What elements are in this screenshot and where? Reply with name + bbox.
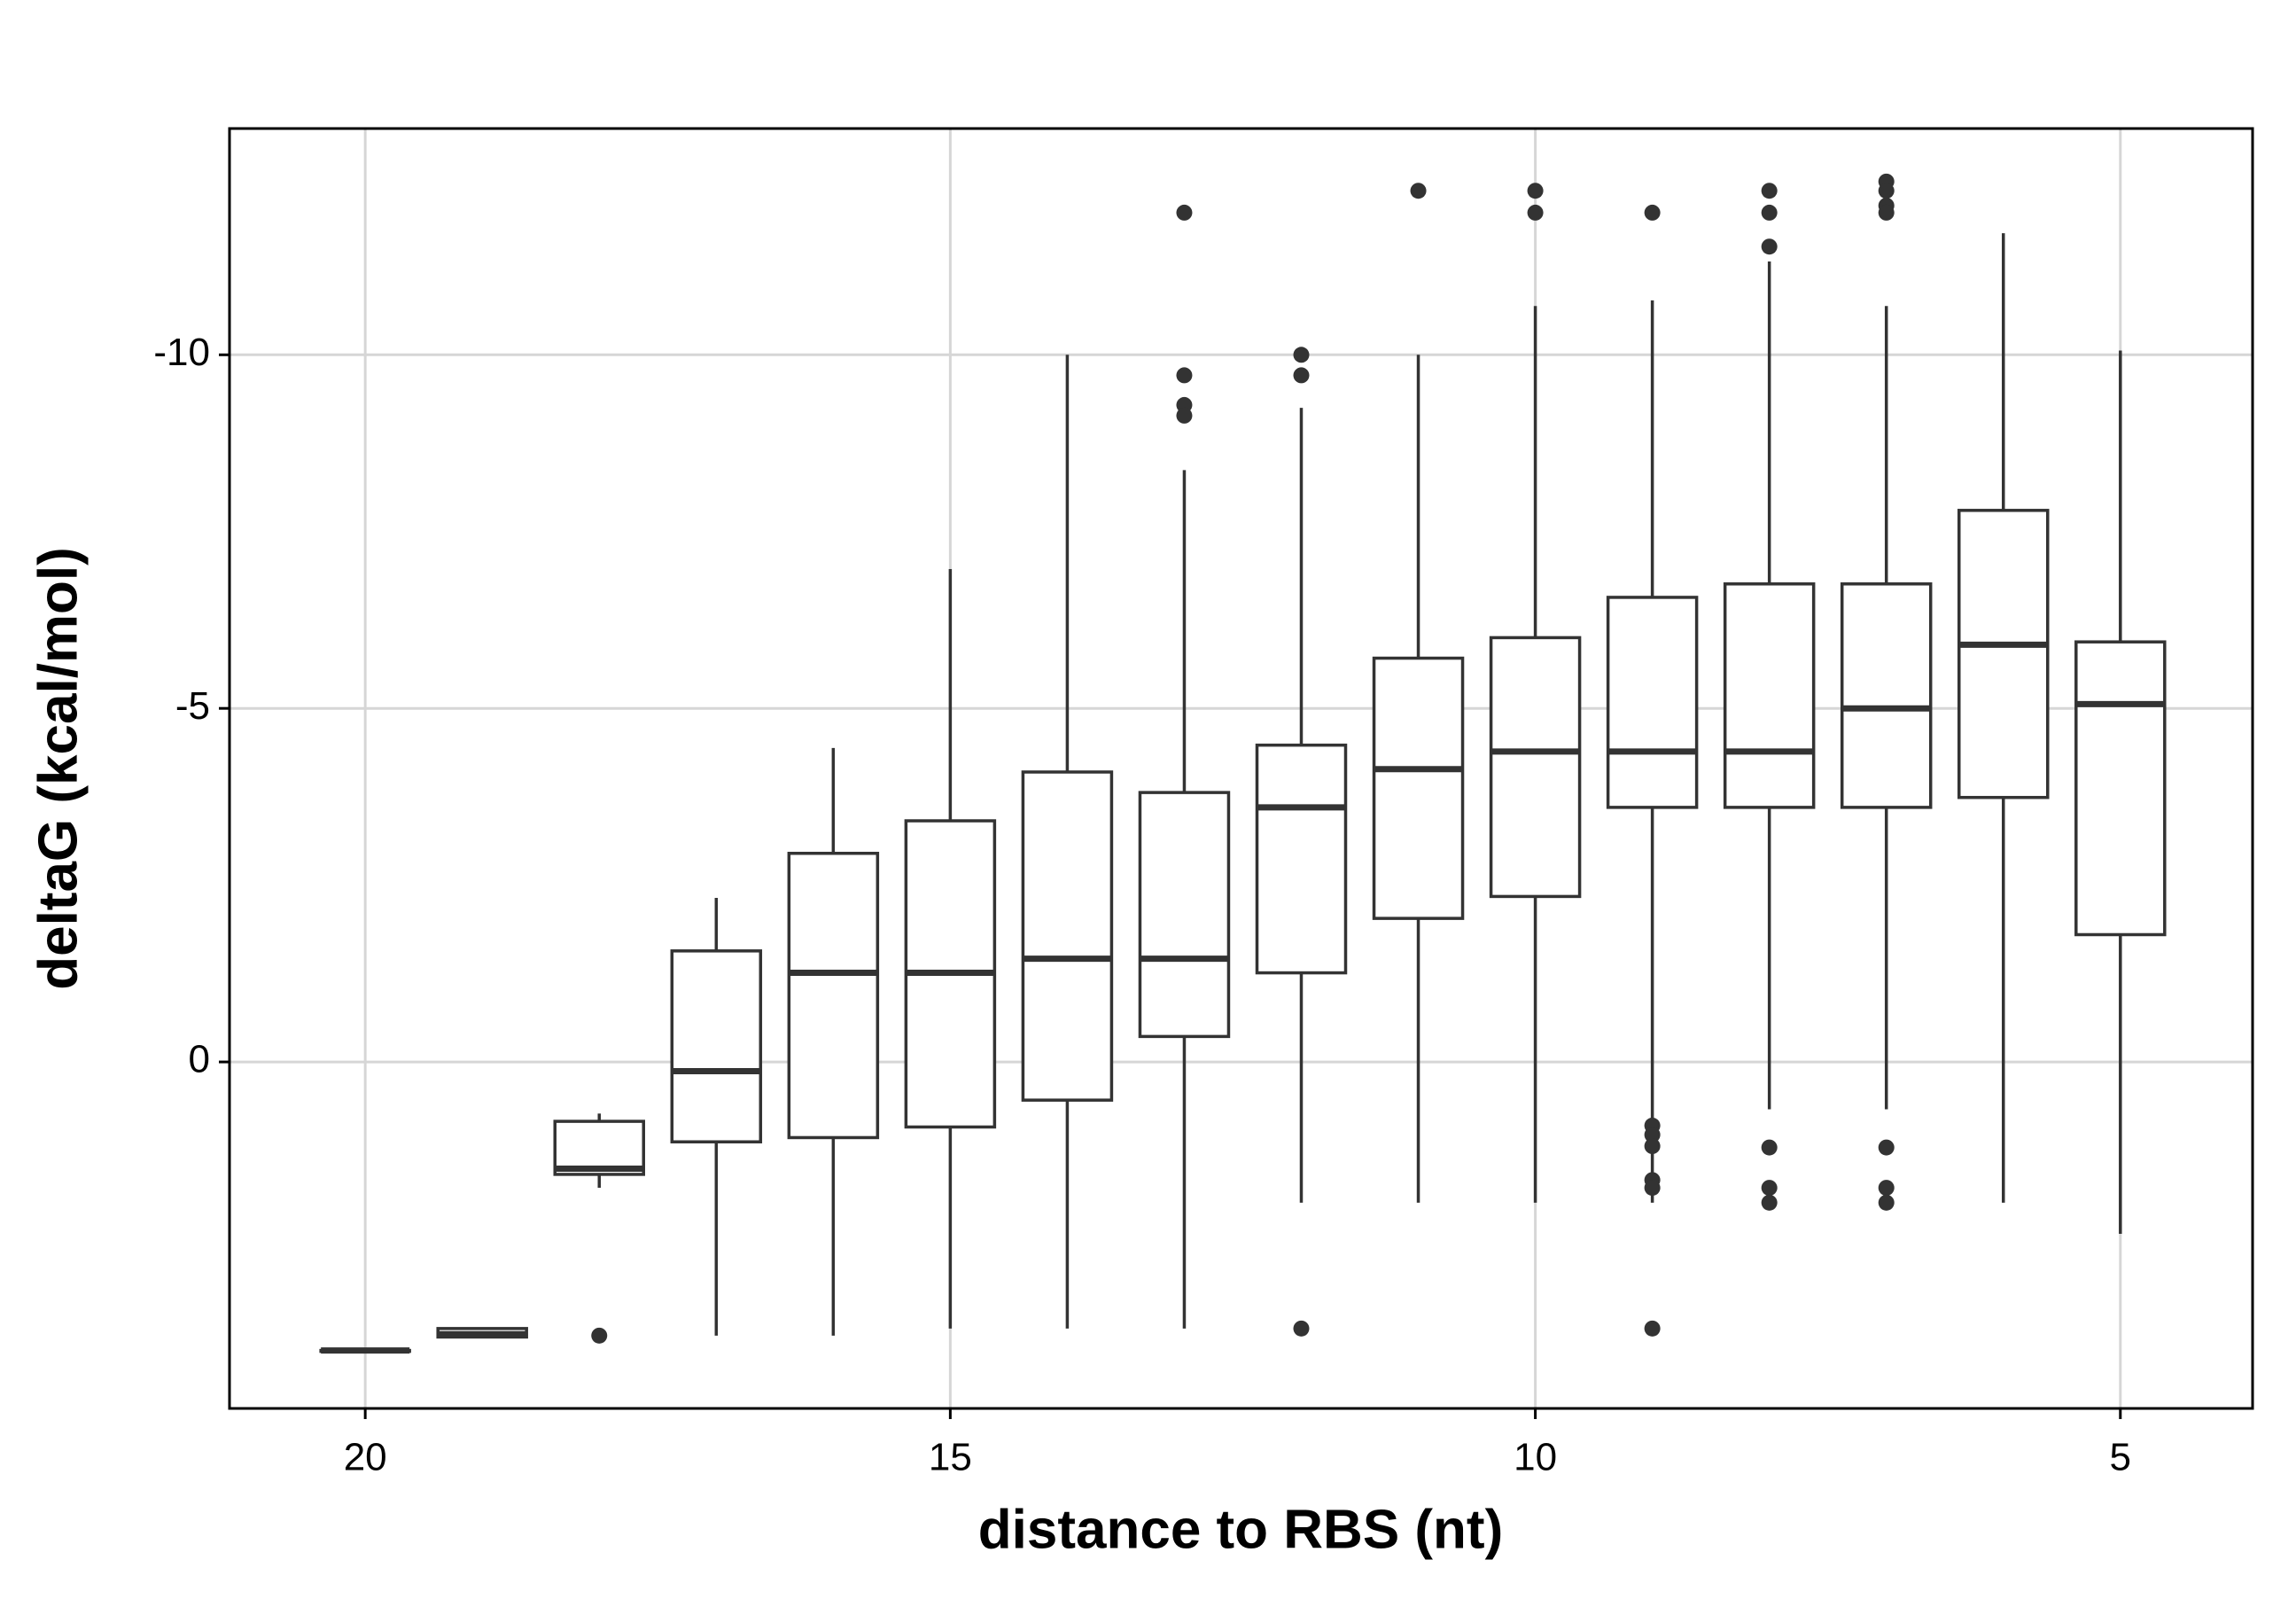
plot-background [230,129,2253,1408]
outlier [1644,1320,1661,1337]
outlier [1644,204,1661,221]
outlier [1761,204,1778,221]
x-tick-label: 15 [929,1436,972,1479]
outlier [1878,1180,1895,1197]
outlier [1878,183,1895,199]
box [1255,743,1348,975]
box [1489,636,1582,899]
x-axis-title: distance to RBS (nt) [978,1499,1503,1560]
outlier [1878,1194,1895,1211]
outlier [1176,204,1193,221]
box [2074,640,2167,937]
outlier [1644,1138,1661,1155]
outlier [1527,204,1544,221]
box [1372,656,1465,920]
y-tick-label: -5 [175,684,210,728]
y-tick-label: -10 [153,331,210,374]
outlier [1761,1194,1778,1211]
box [1840,582,1933,809]
outlier [1644,1180,1661,1197]
outlier [1176,367,1193,384]
outlier [1761,1180,1778,1197]
outlier [1761,183,1778,199]
plot-border [228,127,2254,1410]
outlier [1293,367,1310,384]
outlier [1410,183,1427,199]
x-tick-label: 10 [1514,1436,1557,1479]
y-tick-label: 0 [189,1038,210,1081]
outlier [1176,407,1193,424]
box [1021,770,1114,1102]
outlier [1878,204,1895,221]
outlier [1527,183,1544,199]
box [1723,582,1816,809]
box [1606,596,1699,809]
box [787,851,880,1140]
outlier [1293,347,1310,363]
box [1957,509,2050,800]
box [553,1119,646,1176]
x-tick-label: 5 [2110,1436,2131,1479]
outlier [1293,1320,1310,1337]
outlier [591,1327,608,1344]
outlier [1761,238,1778,255]
outlier [1644,1127,1661,1143]
box [670,949,763,1143]
box [1138,791,1231,1039]
outlier [1878,1139,1895,1156]
outlier [1761,1139,1778,1156]
x-tick-label: 20 [344,1436,387,1479]
y-axis-title: deltaG (kcal/mol) [27,547,89,990]
